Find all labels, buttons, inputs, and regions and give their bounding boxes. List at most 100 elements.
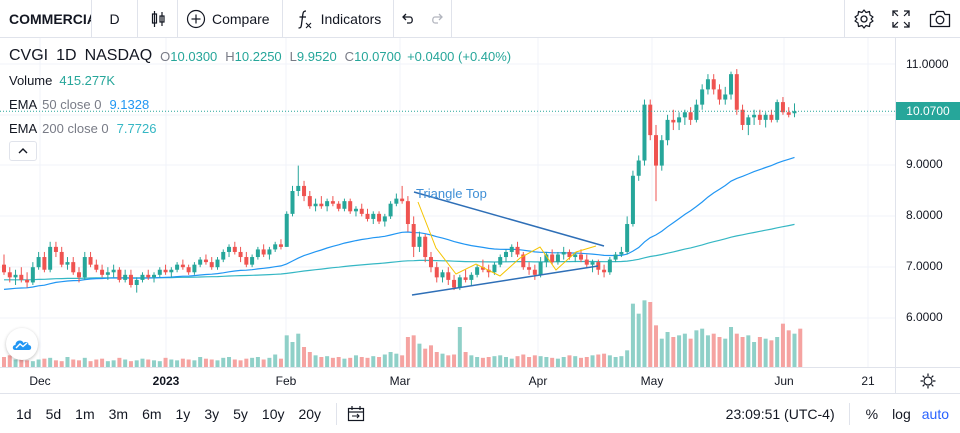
time-tick: 2023: [152, 374, 180, 388]
time-tick: Apr: [528, 374, 548, 388]
candle-body: [636, 160, 641, 176]
volume-bar: [88, 361, 93, 367]
bottom-toolbar: 1d 5d 1m 3m 6m 1y 3y 5y 10y 20y 23:09:51…: [0, 393, 960, 433]
fx-icon: [297, 9, 313, 29]
settings-button[interactable]: [844, 0, 882, 38]
percent-scale-toggle[interactable]: %: [865, 406, 879, 422]
ema50-value: 9.1328: [109, 96, 150, 112]
candle-body: [13, 274, 18, 278]
candle-body: [82, 257, 87, 278]
divider: [336, 402, 338, 425]
volume-bar: [232, 359, 237, 367]
symbol-legend-row: CVGI 1D NASDAQ O 10.0300 H 10.2250 L 9.9520…: [9, 44, 511, 68]
volume-bar: [273, 354, 278, 367]
volume-bar: [36, 359, 41, 367]
volume-bar: [446, 355, 451, 367]
volume-bar: [775, 337, 780, 367]
volume-bar: [180, 358, 185, 367]
range-5y-button[interactable]: 5y: [233, 405, 248, 422]
candle-body: [128, 274, 133, 285]
range-10y-button[interactable]: 10y: [261, 405, 285, 422]
volume-bar: [630, 303, 635, 367]
range-3y-button[interactable]: 3y: [204, 405, 220, 422]
timezone-clock[interactable]: 23:09:51 (UTC-4): [725, 406, 835, 422]
compare-button[interactable]: Compare: [178, 0, 283, 38]
legend-collapse-button[interactable]: [9, 141, 37, 161]
candle-body: [752, 114, 757, 118]
candle-body: [400, 198, 405, 202]
candle-body: [302, 185, 307, 197]
volume-bar: [105, 361, 110, 367]
price-axis[interactable]: 11.0000 9.0000 8.0000 7.0000 6.0000 10.0…: [895, 38, 960, 368]
volume-bar: [636, 313, 641, 367]
symbol-search-button[interactable]: COMMERCIAL: [0, 0, 92, 38]
pattern-zigzag: [417, 201, 597, 277]
volume-bar: [65, 357, 70, 367]
auto-scale-toggle[interactable]: auto: [921, 406, 949, 422]
candle-body: [729, 74, 734, 95]
candle-body: [65, 262, 70, 265]
candle-body: [740, 109, 745, 125]
ema50-label: EMA: [9, 96, 38, 112]
volume-bar: [584, 357, 589, 367]
go-to-date-icon[interactable]: [347, 405, 365, 423]
indicators-button[interactable]: Indicators: [283, 0, 395, 38]
price-tick: 9.0000: [906, 157, 943, 171]
time-axis[interactable]: Dec 2023 Feb Mar Apr May Jun 21: [0, 367, 895, 393]
candle-body: [786, 112, 791, 115]
candle-body: [642, 104, 647, 161]
volume-bar: [7, 355, 12, 367]
volume-bar: [480, 357, 485, 367]
volume-bar: [475, 357, 480, 367]
candle-body: [694, 104, 699, 120]
volume-bar: [469, 355, 474, 367]
range-1m-button[interactable]: 1m: [75, 405, 95, 422]
volume-bar: [307, 352, 312, 367]
volume-bar: [734, 333, 739, 367]
chart-style-button[interactable]: [138, 0, 178, 38]
volume-bar: [42, 358, 47, 367]
volume-bar: [780, 323, 785, 367]
axis-settings-button[interactable]: [895, 367, 960, 393]
cloud-logo-icon: [11, 336, 33, 352]
candle-body: [71, 262, 76, 273]
pattern-label: Triangle Top: [416, 186, 487, 201]
price-tick: 11.0000: [906, 57, 949, 71]
candle-body: [94, 264, 99, 270]
candle-body: [146, 274, 151, 278]
compare-label: Compare: [212, 10, 270, 27]
fullscreen-button[interactable]: [882, 0, 920, 38]
volume-bar: [602, 353, 607, 367]
range-5d-button[interactable]: 5d: [45, 405, 62, 422]
range-3m-button[interactable]: 3m: [108, 405, 129, 422]
candle-body: [157, 269, 162, 275]
price-chart[interactable]: Triangle Top: [0, 38, 895, 367]
candle-body: [677, 117, 682, 123]
range-20y-button[interactable]: 20y: [298, 405, 322, 422]
volume-bar: [94, 359, 99, 367]
logo[interactable]: [6, 328, 38, 360]
candle-body: [353, 208, 358, 212]
candle-body: [486, 269, 491, 273]
candle-body: [117, 269, 122, 280]
candle-body: [273, 244, 278, 250]
candle-body: [203, 259, 208, 263]
candle-body: [325, 201, 330, 207]
sun-settings-icon: [920, 373, 936, 389]
candle-body: [342, 201, 347, 209]
log-scale-toggle[interactable]: log: [892, 406, 911, 422]
candle-body: [654, 135, 659, 166]
range-6m-button[interactable]: 6m: [142, 405, 162, 422]
candle-body: [365, 213, 370, 219]
range-1y-button[interactable]: 1y: [175, 405, 191, 422]
range-1d-button[interactable]: 1d: [16, 405, 32, 422]
undo-button[interactable]: [394, 0, 422, 38]
screenshot-button[interactable]: [920, 0, 960, 38]
price-tick: 8.0000: [906, 208, 943, 222]
interval-button[interactable]: D: [92, 0, 138, 38]
candle-body: [613, 254, 618, 260]
candle-body: [261, 249, 266, 255]
volume-bar: [227, 357, 232, 367]
time-tick: Mar: [389, 374, 411, 388]
redo-button[interactable]: [422, 0, 453, 38]
